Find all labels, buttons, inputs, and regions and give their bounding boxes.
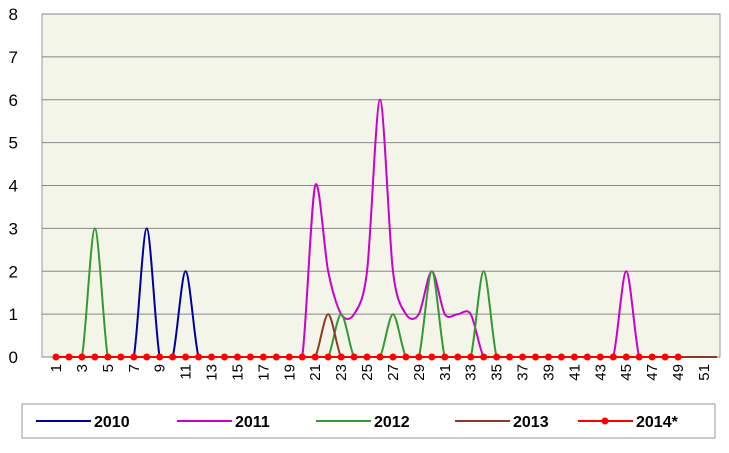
point-marker (208, 353, 216, 361)
legend-marker (601, 417, 609, 425)
x-tick-label: 25 (359, 364, 376, 381)
point-marker (182, 353, 190, 361)
x-tick-label: 9 (152, 364, 169, 372)
point-marker (635, 353, 643, 361)
point-marker (467, 353, 475, 361)
point-marker (661, 353, 669, 361)
x-tick-label: 17 (255, 364, 272, 381)
point-marker (570, 353, 578, 361)
point-marker (311, 353, 319, 361)
point-marker (195, 353, 203, 361)
x-tick-label: 43 (592, 364, 609, 381)
x-tick-label: 5 (100, 364, 117, 372)
x-tick-label: 49 (670, 364, 687, 381)
x-tick-label: 37 (515, 364, 532, 381)
x-tick-label: 21 (307, 364, 324, 381)
y-tick-label: 7 (9, 48, 18, 67)
point-marker (480, 353, 488, 361)
point-marker (583, 353, 591, 361)
point-marker (389, 353, 397, 361)
point-marker (117, 353, 125, 361)
point-marker (557, 353, 565, 361)
point-marker (259, 353, 267, 361)
x-tick-label: 1 (48, 364, 65, 372)
y-tick-label: 8 (9, 5, 18, 24)
point-marker (544, 353, 552, 361)
point-marker (52, 353, 60, 361)
point-marker (428, 353, 436, 361)
point-marker (272, 353, 280, 361)
legend-label: 2013 (513, 414, 549, 431)
point-marker (674, 353, 682, 361)
x-tick-label: 39 (540, 364, 557, 381)
x-tick-label: 19 (281, 364, 298, 381)
legend-label: 2010 (94, 414, 130, 431)
y-tick-label: 6 (9, 91, 18, 110)
x-tick-label: 15 (229, 364, 246, 381)
point-marker (156, 353, 164, 361)
y-tick-label: 3 (9, 219, 18, 238)
point-marker (402, 353, 410, 361)
point-marker (441, 353, 449, 361)
point-marker (78, 353, 86, 361)
x-tick-label: 11 (178, 364, 195, 380)
point-marker (609, 353, 617, 361)
point-marker (363, 353, 371, 361)
point-marker (298, 353, 306, 361)
point-marker (337, 353, 345, 361)
x-tick-label: 47 (644, 364, 661, 381)
point-marker (91, 353, 99, 361)
x-tick-label: 45 (618, 364, 635, 381)
y-tick-label: 0 (9, 348, 18, 367)
x-tick-label: 51 (696, 364, 713, 381)
point-marker (220, 353, 228, 361)
x-tick-label: 31 (437, 364, 454, 381)
y-tick-label: 4 (9, 177, 18, 196)
legend-label: 2014* (636, 414, 679, 431)
point-marker (233, 353, 241, 361)
point-marker (454, 353, 462, 361)
point-marker (65, 353, 73, 361)
point-marker (622, 353, 630, 361)
x-tick-label: 23 (333, 364, 350, 381)
point-marker (350, 353, 358, 361)
point-marker (532, 353, 540, 361)
point-marker (415, 353, 423, 361)
y-tick-label: 1 (9, 305, 18, 324)
point-marker (104, 353, 112, 361)
point-marker (324, 353, 332, 361)
x-tick-label: 27 (385, 364, 402, 381)
y-tick-label: 2 (9, 262, 18, 281)
x-tick-label: 13 (204, 364, 221, 381)
point-marker (376, 353, 384, 361)
point-marker (596, 353, 604, 361)
legend-label: 2012 (374, 414, 410, 431)
point-marker (143, 353, 151, 361)
point-marker (493, 353, 501, 361)
x-tick-label: 3 (74, 364, 91, 372)
point-marker (169, 353, 177, 361)
point-marker (130, 353, 138, 361)
point-marker (519, 353, 527, 361)
point-marker (648, 353, 656, 361)
x-tick-label: 35 (489, 364, 506, 381)
y-tick-label: 5 (9, 134, 18, 153)
x-tick-label: 7 (126, 364, 143, 372)
x-tick-label: 41 (566, 364, 583, 381)
x-tick-label: 33 (463, 364, 480, 381)
point-marker (506, 353, 514, 361)
legend-label: 2011 (235, 414, 270, 431)
point-marker (285, 353, 293, 361)
point-marker (246, 353, 254, 361)
x-tick-label: 29 (411, 364, 428, 381)
